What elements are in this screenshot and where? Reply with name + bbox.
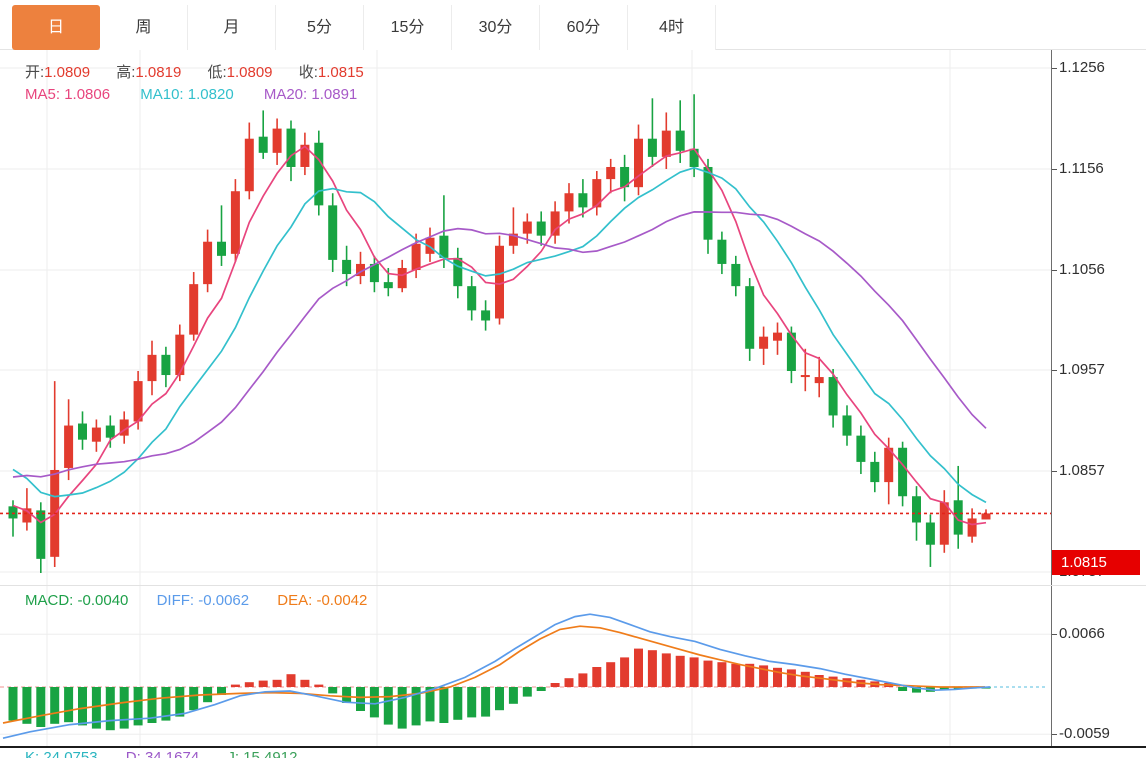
macd-header: MACD: -0.0040 DIFF: -0.0062 DEA: -0.0042 xyxy=(25,592,367,609)
diff-label: DIFF: xyxy=(156,592,195,609)
y-axis-tick: 1.1156 xyxy=(1052,160,1104,178)
dea-value: -0.0042 xyxy=(316,592,368,609)
period-tabbar: 日 周 月 5分 15分 30分 60分 4时 xyxy=(0,0,1146,50)
high-label: 高: xyxy=(116,64,136,81)
macd-chart[interactable] xyxy=(0,586,1051,748)
kdj-d-value: 34.1674 xyxy=(144,749,200,758)
ma20-label: MA20: xyxy=(263,86,308,103)
last-price-tag: 1.0815 xyxy=(1052,550,1140,576)
diff-value: -0.0062 xyxy=(198,592,250,609)
y-axis-tick: 1.0857 xyxy=(1052,462,1105,480)
ma5-value: 1.0806 xyxy=(64,86,111,103)
ma5-label: MA5: xyxy=(25,86,61,103)
close-label: 收: xyxy=(298,64,318,81)
tab-week[interactable]: 周 xyxy=(100,5,188,50)
y-axis-tick: 1.1056 xyxy=(1052,261,1105,279)
kdj-d-label: D: xyxy=(125,749,141,758)
ma-header: MA5: 1.0806 MA10: 1.0820 MA20: 1.0891 xyxy=(25,86,357,103)
panel-divider xyxy=(0,746,1146,748)
kdj-k-value: 24.0753 xyxy=(43,749,98,758)
kdj-header-clipped: K: 24.0753 D: 34.1674 J: 15.4912 xyxy=(0,748,1146,758)
ma20-value: 1.0891 xyxy=(311,86,358,103)
macd-axis-tick: 0.0066 xyxy=(1052,625,1105,643)
kdj-k-label: K: xyxy=(25,749,40,758)
tab-day[interactable]: 日 xyxy=(12,5,100,50)
open-value: 1.0809 xyxy=(44,64,91,81)
tab-15min[interactable]: 15分 xyxy=(364,5,452,50)
macd-axis: 0.0066 -0.0059 xyxy=(1051,586,1146,748)
tab-5min[interactable]: 5分 xyxy=(276,5,364,50)
low-value: 1.0809 xyxy=(226,64,273,81)
macd-axis-tick: -0.0059 xyxy=(1052,725,1110,743)
macd-label: MACD: xyxy=(25,592,74,609)
open-label: 开: xyxy=(25,64,45,81)
low-label: 低: xyxy=(207,64,227,81)
tab-30min[interactable]: 30分 xyxy=(452,5,540,50)
tab-month[interactable]: 月 xyxy=(188,5,276,50)
main-chart-panel: 开:1.0809 高:1.0819 低:1.0809 收:1.0815 MA5:… xyxy=(0,50,1146,585)
ohlc-header: 开:1.0809 高:1.0819 低:1.0809 收:1.0815 xyxy=(25,61,364,82)
ma10-value: 1.0820 xyxy=(187,86,234,103)
y-axis-tick: 1.0957 xyxy=(1052,361,1105,379)
ma10-label: MA10: xyxy=(140,86,184,103)
macd-panel: MACD: -0.0040 DIFF: -0.0062 DEA: -0.0042… xyxy=(0,585,1146,748)
high-value: 1.0819 xyxy=(135,64,182,81)
tab-4hour[interactable]: 4时 xyxy=(628,5,716,50)
dea-label: DEA: xyxy=(277,592,313,609)
y-axis-tick: 1.1256 xyxy=(1052,59,1105,77)
kdj-j-value: 15.4912 xyxy=(243,749,298,758)
close-value: 1.0815 xyxy=(317,64,364,81)
tab-60min[interactable]: 60分 xyxy=(540,5,628,50)
kdj-j-label: J: xyxy=(227,749,240,758)
macd-value: -0.0040 xyxy=(77,592,129,609)
candlestick-chart[interactable] xyxy=(0,50,1051,585)
